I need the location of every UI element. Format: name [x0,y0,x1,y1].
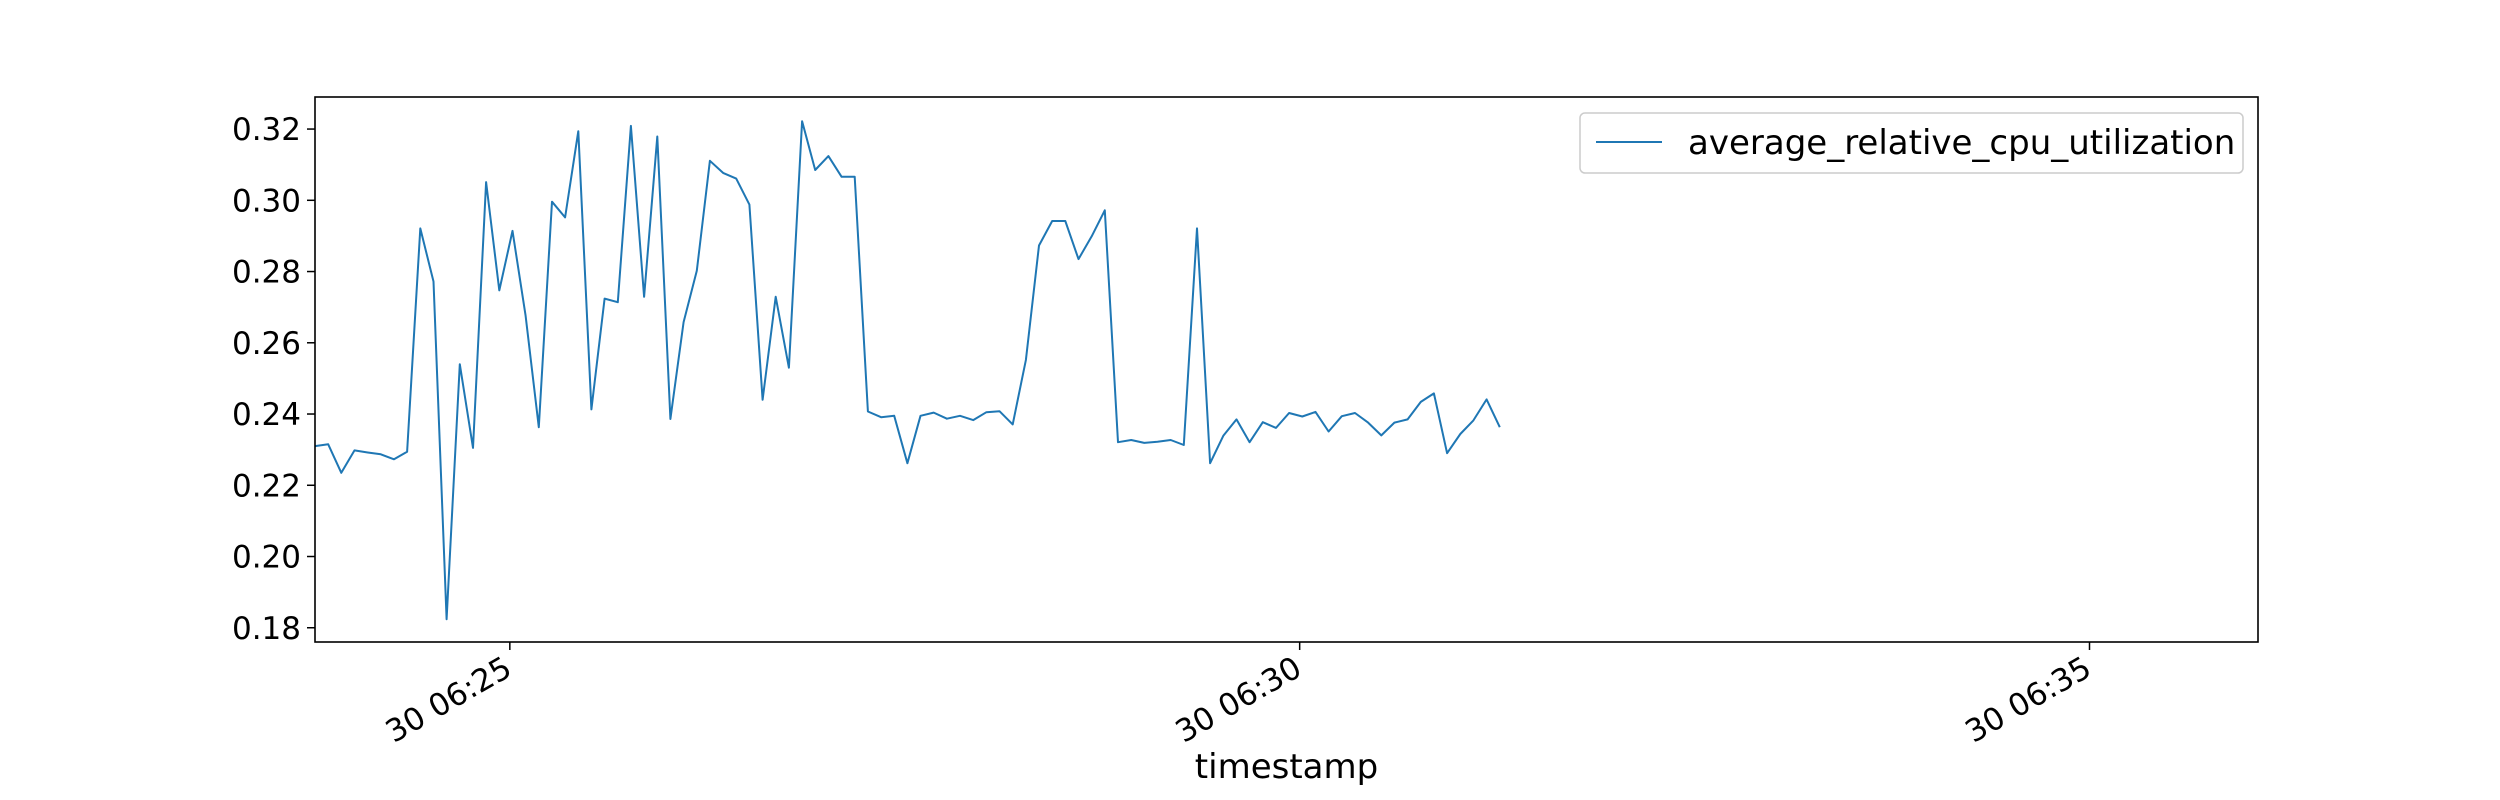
x-tick-label: 30 06:35 [1959,650,2097,750]
x-axis-label: timestamp [1195,747,1378,787]
legend: average_relative_cpu_utilization [1579,112,2244,174]
y-tick-label: 0.30 [232,183,301,219]
series-line [314,120,1501,621]
x-axis: 30 06:25 30 06:30 30 06:35 [380,642,2098,750]
legend-box [1579,112,2244,174]
x-tick-label: 30 06:30 [1170,650,1308,750]
plot-frame [314,96,2259,643]
y-tick-label: 0.24 [232,397,301,433]
x-tick-label: 30 06:25 [380,650,518,750]
y-axis: 0.18 0.20 0.22 0.24 0.26 0.28 0.30 0.32 [232,112,315,647]
y-tick-label: 0.18 [232,611,301,647]
y-tick-label: 0.22 [232,468,301,504]
plot-lines [314,120,1501,621]
y-tick-label: 0.20 [232,540,301,576]
y-tick-label: 0.26 [232,326,301,362]
y-tick-label: 0.32 [232,112,301,148]
legend-label: average_relative_cpu_utilization [1688,123,2235,163]
y-tick-label: 0.28 [232,255,301,291]
